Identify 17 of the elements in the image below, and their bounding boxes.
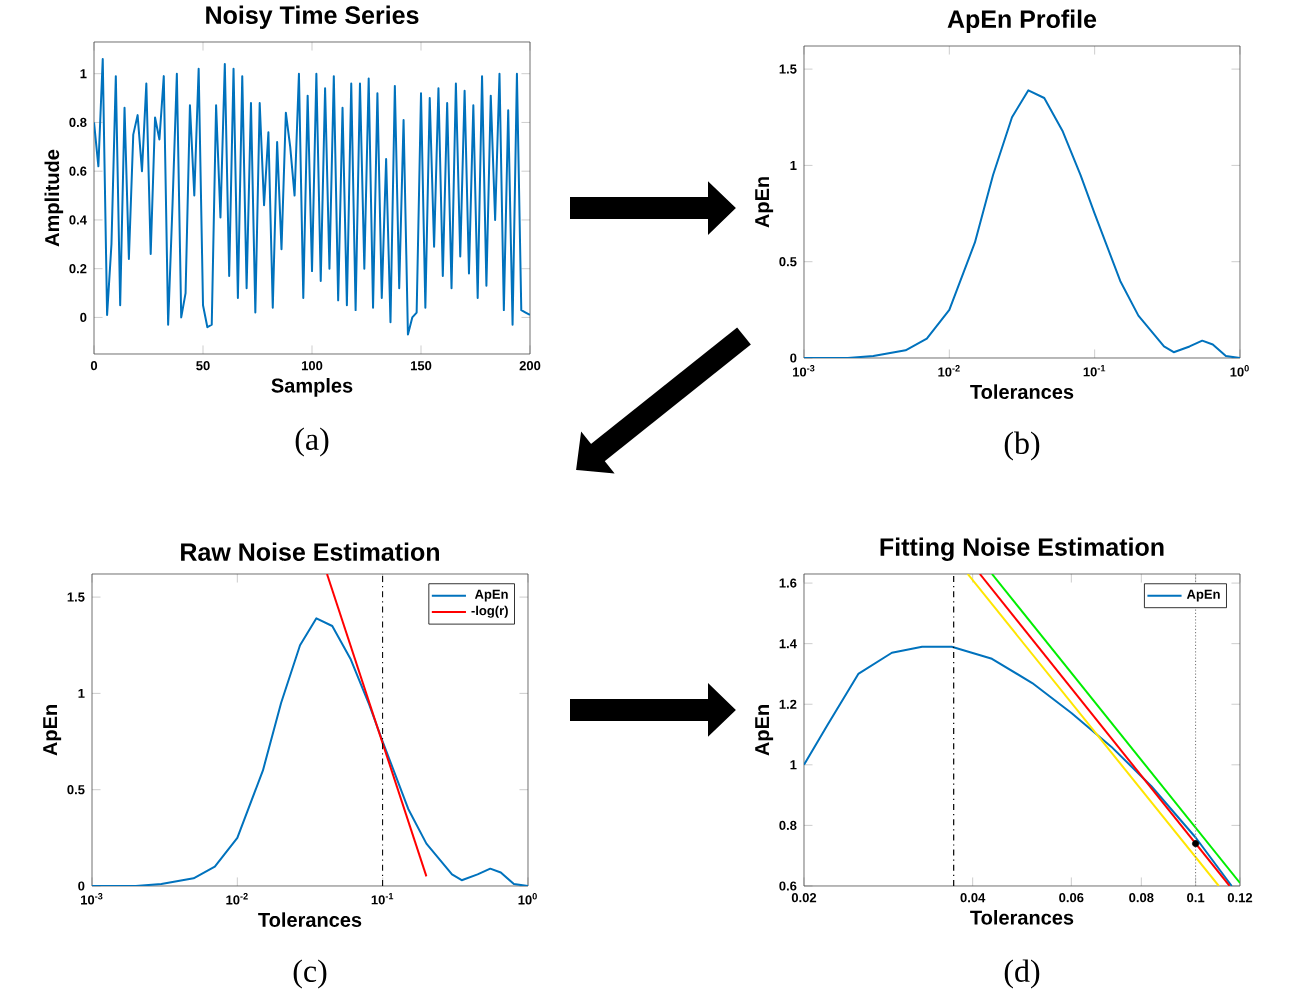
chart-title: Raw Noise Estimation	[181, 542, 439, 561]
x-axis-title: Tolerances	[970, 909, 1074, 925]
x-axis-title: Samples	[271, 378, 353, 397]
x-axis-title: Tolerances	[970, 384, 1074, 399]
chart-title: Noisy Time Series	[206, 5, 419, 29]
chart-title: ApEn Profile	[947, 9, 1097, 33]
text: (d)	[1004, 959, 1040, 989]
line-series	[94, 58, 530, 336]
text: (a)	[295, 427, 329, 457]
y-axis-title: ApEn	[755, 705, 774, 756]
text: (c)	[293, 959, 327, 989]
text: (b)	[1004, 431, 1040, 461]
y-axis-title: ApEn	[43, 705, 62, 756]
chart-title: Fitting Noise Estimation	[880, 537, 1164, 561]
y-axis-title: Amplitude	[44, 149, 64, 247]
x-axis-title: Tolerances	[258, 912, 362, 927]
y-axis-title: ApEn	[755, 177, 774, 228]
